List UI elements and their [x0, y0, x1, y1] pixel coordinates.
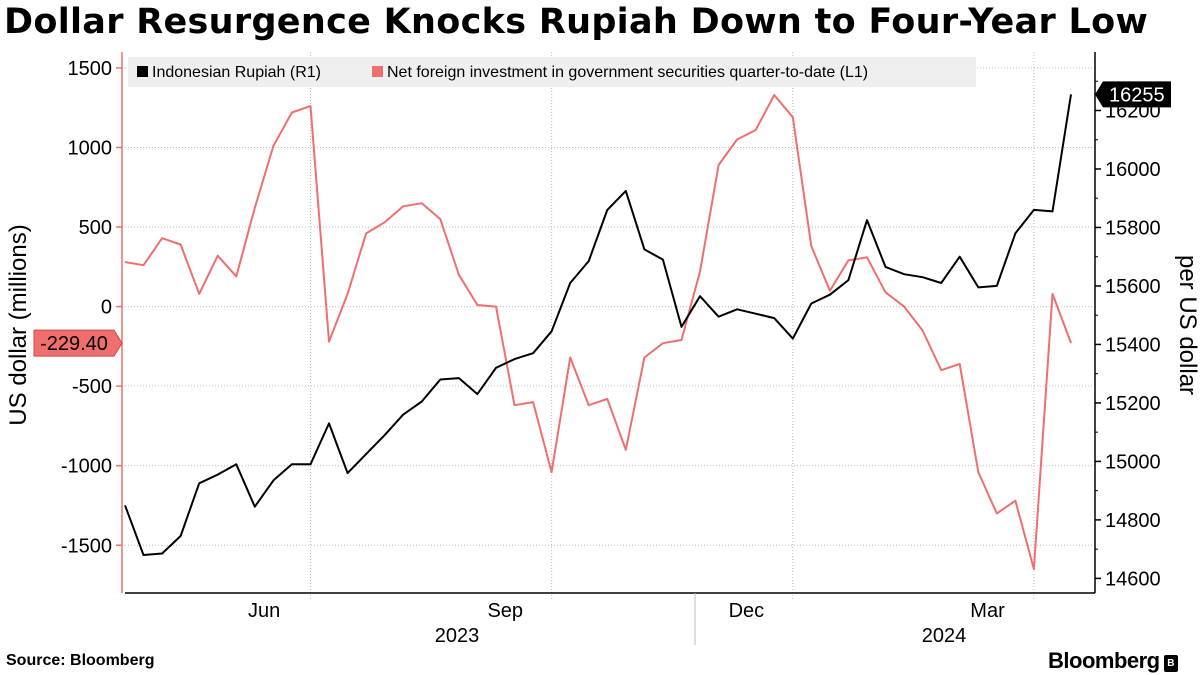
legend-flows-swatch: [372, 66, 383, 77]
brand-text: Bloomberg: [1048, 648, 1160, 673]
legend-box: [128, 57, 976, 87]
right-axis-tick-label: 15600: [1105, 276, 1161, 298]
flows-last-value: -229.40: [40, 333, 108, 355]
left-axis-tick-label: -1000: [61, 456, 112, 478]
x-axis-tick-label: Dec: [729, 600, 765, 622]
legend-rupiah-swatch: [137, 66, 148, 77]
left-axis-tick-label: 1000: [68, 137, 113, 159]
x-axis-tick-label: Jun: [248, 600, 280, 622]
flows-last-value-badge: [33, 329, 123, 357]
x-axis-tick-label: Sep: [487, 600, 523, 622]
left-axis-tick-label: 0: [101, 297, 112, 319]
right-axis-tick-label: 15000: [1105, 451, 1161, 473]
source-note: Source: Bloomberg: [6, 652, 155, 669]
right-axis-tick-label: 16000: [1105, 159, 1161, 181]
legend-rupiah-label: Indonesian Rupiah (R1): [152, 64, 321, 81]
bloomberg-icon: B: [1163, 655, 1178, 672]
rupiah-last-value-badge: [1095, 81, 1171, 108]
left-axis-tick-label: 500: [79, 217, 112, 239]
x-axis-year-label: 2023: [435, 625, 480, 647]
right-axis-tick-label: 15200: [1105, 393, 1161, 415]
page-title: Dollar Resurgence Knocks Rupiah Down to …: [4, 2, 1149, 42]
right-axis-tick-label: 14600: [1105, 568, 1161, 590]
foreign-investment-line: [124, 94, 1072, 571]
legend-flows-label: Net foreign investment in government sec…: [387, 64, 868, 81]
rupiah-last-value: 16255: [1109, 84, 1165, 106]
right-axis-tick-label: 14800: [1105, 510, 1161, 532]
right-axis-title: per US dollar: [1174, 255, 1200, 395]
left-axis-tick-label: 1500: [68, 58, 113, 80]
left-axis-tick-label: -1500: [61, 535, 112, 557]
left-axis-tick-label: -500: [72, 376, 112, 398]
x-axis-year-label: 2024: [922, 625, 967, 647]
right-axis-tick-label: 15400: [1105, 334, 1161, 356]
x-axis-tick-label: Mar: [970, 600, 1005, 622]
bloomberg-logo: Bloomberg B: [1048, 648, 1178, 674]
rupiah-line: [124, 94, 1072, 556]
left-axis-title: US dollar (millions): [5, 224, 32, 425]
right-axis-tick-label: 15800: [1105, 217, 1161, 239]
